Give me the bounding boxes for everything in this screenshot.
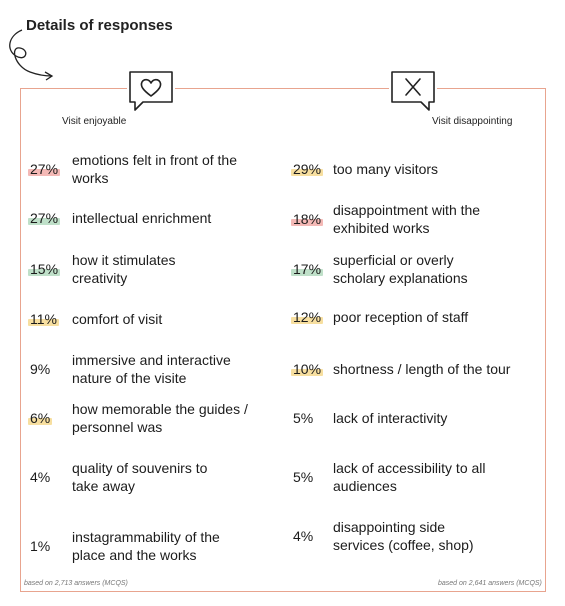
item-label: too many visitors (333, 161, 439, 177)
highlight-bar (28, 218, 60, 225)
footnote-left: based on 2,713 answers (MCQS) (24, 580, 128, 587)
percentage: 4% (30, 469, 51, 485)
percentage: 11% (28, 311, 72, 327)
item-label: how memorable the guides / personnel was (72, 401, 248, 435)
list-item: 27% intellectual enrichment (28, 209, 262, 227)
item-label: shortness / length of the tour (333, 361, 511, 377)
item-label: comfort of visit (72, 311, 163, 327)
list-item: 6% how memorable the guides / personnel … (28, 400, 272, 436)
list-item: 5% lack of interactivity (293, 409, 533, 427)
list-item: 17% superficial or overly scholary expla… (291, 251, 503, 287)
percentage: 29% (291, 161, 323, 177)
item-label: superficial or overly scholary explanati… (333, 252, 468, 286)
percentage: 18% (291, 211, 323, 227)
item-label: poor reception of staff (333, 309, 469, 325)
highlight-bar (28, 269, 60, 276)
highlight-bar (291, 269, 323, 276)
list-item: 15% how it stimulates creativity (28, 251, 222, 287)
percentage: 4% (293, 528, 314, 544)
highlight-bar (291, 169, 323, 176)
highlight-bar (28, 319, 59, 326)
list-item: 11% comfort of visit (28, 310, 262, 328)
curly-arrow-icon (9, 29, 54, 81)
heart-speech-bubble-icon (127, 69, 175, 113)
x-speech-bubble-icon (389, 69, 437, 113)
highlight-bar (291, 219, 323, 226)
percentage: 12% (291, 309, 323, 325)
highlight-bar (291, 369, 323, 376)
item-label: instagrammability of the place and the w… (72, 529, 220, 563)
item-label: disappointing side services (coffee, sho… (333, 519, 474, 553)
list-item: 5% lack of accessibility to all audience… (293, 459, 513, 495)
list-item: 29% too many visitors (291, 160, 533, 178)
column-heading-disappointing: Visit disappointing (430, 116, 515, 127)
percentage: 27% (28, 210, 60, 226)
item-label: lack of interactivity (333, 410, 448, 426)
percentage: 15% (28, 261, 60, 277)
highlight-bar (28, 169, 60, 176)
item-label: disappointment with the exhibited works (333, 202, 481, 236)
item-label: emotions felt in front of the works (72, 152, 237, 186)
list-item: 18% disappointment with the exhibited wo… (291, 201, 503, 237)
list-item: 27% emotions felt in front of the works (28, 151, 262, 187)
list-item: 4% disappointing side services (coffee, … (293, 518, 493, 554)
list-item: 12% poor reception of staff (291, 308, 533, 326)
list-item: 9% immersive and interactive nature of t… (30, 351, 262, 387)
item-label: intellectual enrichment (72, 210, 212, 226)
percentage: 10% (291, 361, 323, 377)
percentage: 1% (30, 538, 51, 554)
page-title: Details of responses (26, 17, 173, 34)
responses-frame (20, 88, 546, 592)
list-item: 1% instagrammability of the place and th… (30, 528, 247, 564)
percentage: 5% (293, 410, 314, 426)
percentage: 6% (28, 410, 52, 426)
column-heading-enjoyable: Visit enjoyable (60, 116, 129, 127)
item-label: lack of accessibility to all audiences (333, 460, 486, 494)
percentage: 5% (293, 469, 314, 485)
footnote-right: based on 2,641 answers (MCQS) (438, 580, 542, 587)
list-item: 10% shortness / length of the tour (291, 360, 538, 378)
item-label: immersive and interactive nature of the … (72, 352, 231, 386)
item-label: how it stimulates creativity (72, 252, 176, 286)
highlight-bar (291, 317, 323, 324)
percentage: 9% (30, 361, 51, 377)
item-label: quality of souvenirs to take away (72, 460, 208, 494)
percentage: 27% (28, 161, 60, 177)
highlight-bar (28, 418, 52, 425)
list-item: 4% quality of souvenirs to take away (30, 459, 232, 495)
percentage: 17% (291, 261, 323, 277)
